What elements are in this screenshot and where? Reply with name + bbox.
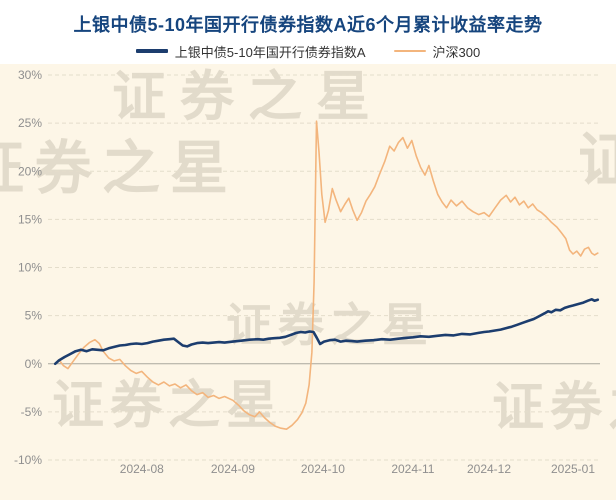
y-tick-label: 15% [18, 212, 42, 226]
y-tick-label: 25% [18, 116, 42, 130]
x-tick-label: 2025-01 [551, 462, 595, 476]
x-tick-label: 2024-10 [301, 462, 345, 476]
fund-series-line [53, 298, 600, 366]
legend-label-benchmark: 沪深300 [432, 44, 481, 60]
chart-legend: 上银中债5-10年国开行债券指数A 沪深300 [0, 38, 616, 64]
legend-swatch-fund-line [135, 49, 168, 53]
legend-label-fund: 上银中债5-10年国开行债券指数A [174, 44, 366, 60]
x-tick-label: 2024-08 [120, 462, 164, 476]
y-tick-label: 0% [25, 357, 43, 371]
y-tick-label: -5% [21, 405, 43, 419]
y-tick-label: 30% [18, 68, 42, 82]
legend-item-benchmark: 沪深300 [393, 42, 481, 61]
benchmark-series-line [54, 120, 599, 431]
page-title: 上银中债5-10年国开行债券指数A近6个月累计收益率走势 [73, 15, 543, 35]
y-tick-label: -10% [14, 453, 42, 467]
x-tick-label: 2024-12 [467, 462, 511, 476]
y-tick-label: 5% [25, 309, 43, 323]
line-chart-svg: 30% 25% 20% 15% 10% 5% 0% -5% -10% 2024-08 2024-09… [14, 68, 600, 476]
chart-plot-area: 证券之星证券之星证券之星证券之星证券之星证券之星 30%25%20%15%10%… [0, 64, 616, 500]
x-tick-label: 2024-11 [391, 462, 434, 476]
y-tick-label: 10% [18, 261, 42, 275]
x-tick-label: 2024-09 [211, 462, 255, 476]
legend-item-fund: 上银中债5-10年国开行债券指数A [135, 42, 366, 61]
legend-swatch-benchmark-line [393, 50, 426, 52]
y-tick-label: 20% [18, 164, 42, 178]
